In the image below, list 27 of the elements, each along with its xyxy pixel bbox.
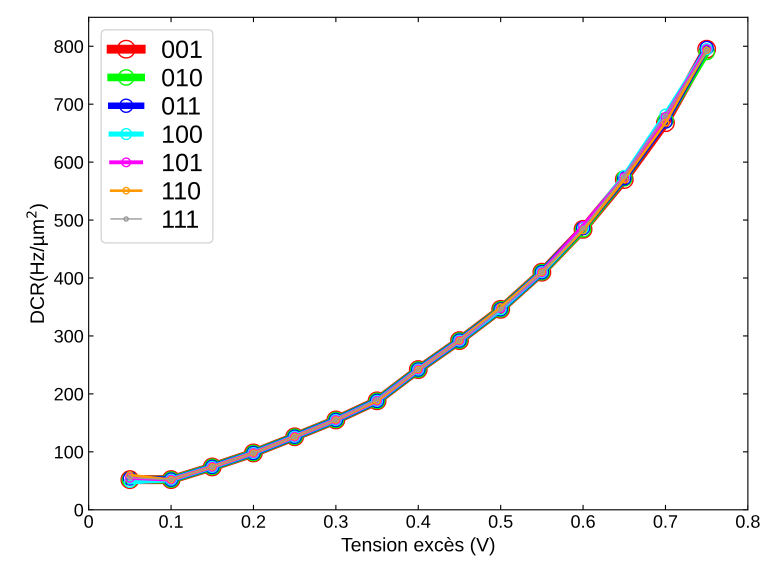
legend-label: 011 xyxy=(162,97,200,115)
x-tick-label: 0 xyxy=(84,515,93,528)
x-tick-label: 0.8 xyxy=(736,515,760,528)
y-tick-label: 600 xyxy=(54,156,84,169)
legend-label: 110 xyxy=(163,182,200,200)
y-tick-label: 800 xyxy=(54,40,84,53)
x-tick-label: 0.2 xyxy=(242,515,266,528)
legend-label: 101 xyxy=(163,154,202,172)
y-tick-label: 0 xyxy=(74,504,84,516)
x-tick-label: 0.1 xyxy=(159,515,183,528)
y-tick-label: 300 xyxy=(54,330,84,343)
x-tick-label: 0.4 xyxy=(406,515,430,528)
x-tick-label: 0.6 xyxy=(571,515,595,528)
y-tick-label: 400 xyxy=(54,272,84,285)
y-axis-title: DCR(Hz/µm$^{2}$) xyxy=(26,204,48,322)
legend-label: 111 xyxy=(163,210,198,228)
x-axis-title: Tension excès (V) xyxy=(341,537,494,556)
legend-label: 100 xyxy=(163,125,202,144)
legend-label: 001 xyxy=(162,40,202,58)
y-tick-label: 100 xyxy=(55,446,84,459)
legend-label: 010 xyxy=(162,68,202,86)
x-tick-label: 0.3 xyxy=(324,515,348,528)
y-tick-label: 200 xyxy=(54,388,84,401)
x-tick-label: 0.5 xyxy=(488,515,512,528)
y-tick-label: 500 xyxy=(54,214,84,227)
y-tick-label: 700 xyxy=(54,98,84,111)
x-tick-label: 0.7 xyxy=(654,515,678,528)
